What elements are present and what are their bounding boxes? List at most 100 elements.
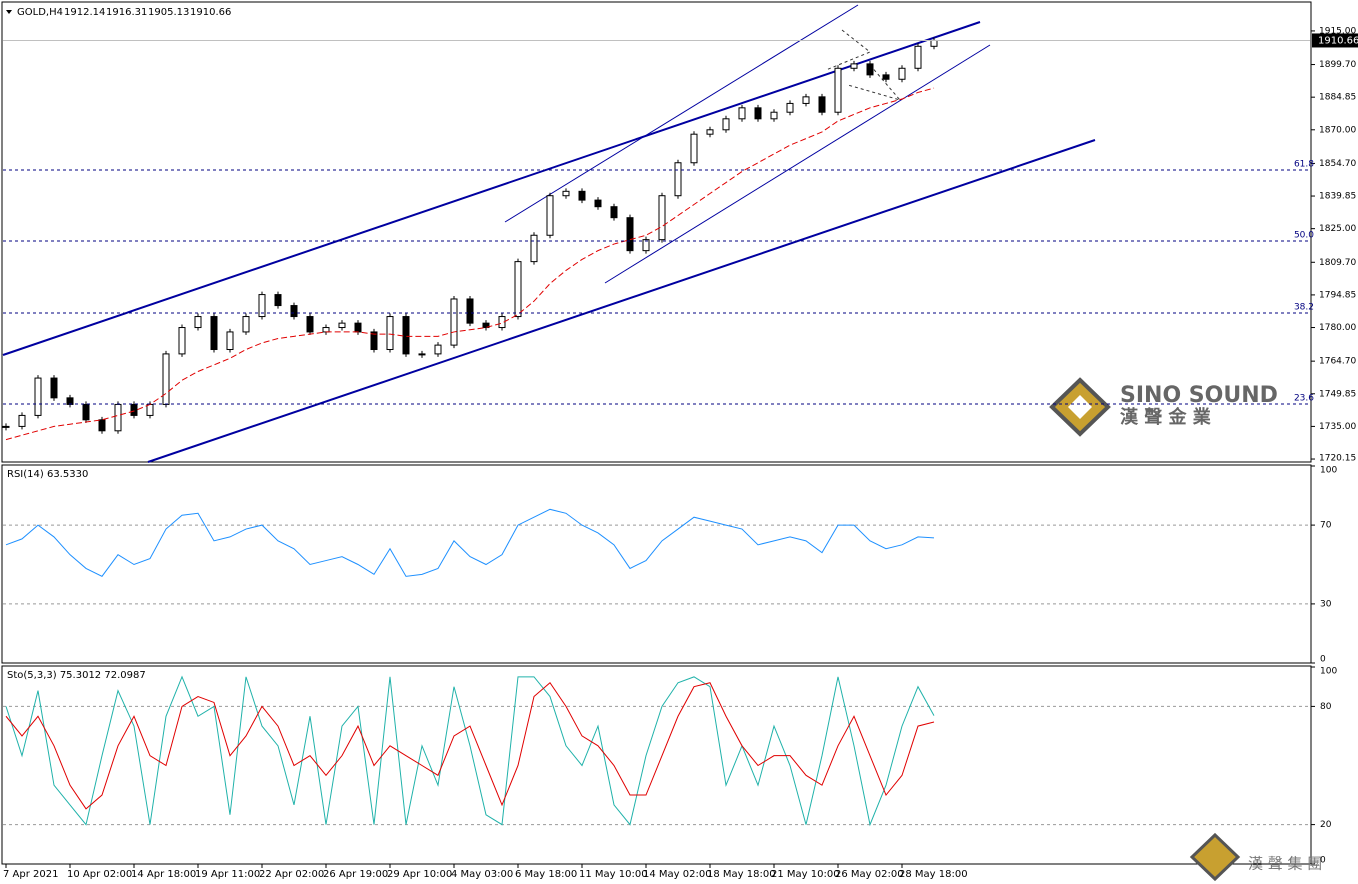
- candle: [738, 107, 746, 120]
- y-tick-label: 100: [1320, 466, 1337, 476]
- candle: [354, 322, 362, 333]
- price-panel: [1, 1, 1312, 463]
- x-tick-label: 18 May 18:00: [707, 869, 776, 880]
- candle: [114, 403, 122, 432]
- watermark: SINO SOUND 漢 聲 金 業 漢 聲 集 團: [1049, 377, 1322, 882]
- indicator-label: Sto(5,3,3) 75.3012 72.0987: [7, 670, 146, 681]
- candle: [290, 305, 298, 318]
- candle: [370, 331, 378, 351]
- candle: [466, 298, 474, 324]
- y-tick-label: 1825.00: [1319, 224, 1356, 234]
- y-tick-label: 1854.70: [1319, 159, 1356, 169]
- candle: [82, 403, 90, 421]
- candle: [722, 118, 730, 131]
- x-tick-label: 14 Apr 18:00: [131, 869, 196, 880]
- x-tick-label: 4 May 03:00: [451, 869, 513, 880]
- candle: [642, 239, 650, 252]
- fib-label: 38.2: [1294, 303, 1314, 313]
- fib-label: 23.6: [1294, 393, 1314, 403]
- y-tick-label: 100: [1320, 667, 1337, 677]
- indicator-line: [5, 675, 935, 827]
- last-price-label: 1910.66: [1318, 35, 1358, 46]
- y-tick-label: 1720.15: [1319, 454, 1356, 464]
- x-tick-label: 26 May 02:00: [835, 869, 904, 880]
- y-tick-label: 20: [1320, 820, 1332, 830]
- candle: [258, 294, 266, 318]
- x-tick-label: 21 May 10:00: [771, 869, 840, 880]
- candle: [482, 322, 490, 329]
- candle: [66, 397, 74, 405]
- candle: [562, 190, 570, 197]
- y-tick-label: 1884.85: [1319, 93, 1356, 103]
- last-price-box: [1312, 33, 1358, 48]
- candle: [34, 377, 42, 416]
- x-tick-label: 19 Apr 11:00: [195, 869, 260, 880]
- candle: [98, 419, 106, 432]
- candle: [866, 63, 874, 76]
- menu-arrow: [6, 10, 12, 14]
- indicator-line: [5, 682, 935, 810]
- ohlc-value: 1912.14: [64, 7, 105, 18]
- candle: [322, 327, 330, 333]
- x-tick-label: 7 Apr 2021: [3, 869, 58, 880]
- candle: [834, 67, 842, 113]
- y-tick-label: 70: [1320, 521, 1332, 531]
- y-tick-label: 30: [1320, 599, 1332, 609]
- inner-channel-lower: [604, 44, 991, 284]
- candle: [18, 414, 26, 427]
- candle: [2, 425, 10, 428]
- x-tick-label: 29 Apr 10:00: [387, 869, 452, 880]
- candle: [818, 96, 826, 113]
- candle: [130, 403, 138, 416]
- candle: [610, 206, 618, 219]
- x-tick-label: 22 Apr 02:00: [259, 869, 324, 880]
- candle: [578, 190, 586, 201]
- indicator-label: RSI(14) 63.5330: [7, 469, 88, 480]
- candle: [514, 261, 522, 318]
- y-tick-label: 0: [1320, 655, 1326, 665]
- candle: [306, 316, 314, 333]
- fib-label: 61.8: [1294, 160, 1314, 170]
- x-tick-label: 6 May 18:00: [515, 869, 577, 880]
- candle: [146, 403, 154, 416]
- candle: [530, 234, 538, 263]
- channel-upper: [2, 21, 981, 356]
- candle: [418, 353, 426, 356]
- y-tick-label: 1794.85: [1319, 290, 1356, 300]
- channel-lower: [147, 139, 1096, 463]
- x-tick-label: 11 May 10:00: [579, 869, 648, 880]
- ohlc-value: 1916.31: [106, 7, 147, 18]
- symbol: GOLD,H4: [17, 7, 63, 18]
- logo: [1068, 395, 1092, 419]
- y-tick-label: 1870.00: [1319, 125, 1356, 135]
- candle: [754, 107, 762, 120]
- y-tick-label: 1809.70: [1319, 258, 1356, 268]
- candle: [338, 322, 346, 329]
- candle: [546, 195, 554, 236]
- candle: [914, 45, 922, 69]
- group-name: 漢 聲 集 團: [1248, 855, 1322, 873]
- brand-cn: 漢 聲 金 業: [1120, 406, 1212, 428]
- x-tick-label: 28 May 18:00: [899, 869, 968, 880]
- candle: [930, 39, 938, 47]
- candle: [210, 316, 218, 351]
- ohlc-value: 1910.66: [190, 7, 231, 18]
- candle: [162, 353, 170, 405]
- candle: [626, 217, 634, 252]
- x-tick-label: 10 Apr 02:00: [67, 869, 132, 880]
- candle: [770, 111, 778, 120]
- y-tick-label: 1735.00: [1319, 422, 1356, 432]
- candle: [386, 316, 394, 351]
- indicator-line: [5, 87, 935, 441]
- candle: [274, 294, 282, 307]
- candle: [882, 74, 890, 80]
- y-tick-label: 1915.00: [1319, 26, 1356, 36]
- fib-label: 50.0: [1294, 230, 1314, 240]
- pattern-lines: [825, 29, 871, 71]
- y-tick-label: 1749.85: [1319, 389, 1356, 399]
- trend-lines: [2, 4, 1096, 463]
- candle: [178, 327, 186, 355]
- inner-channel-upper: [504, 4, 859, 223]
- indicator-line: [5, 508, 935, 577]
